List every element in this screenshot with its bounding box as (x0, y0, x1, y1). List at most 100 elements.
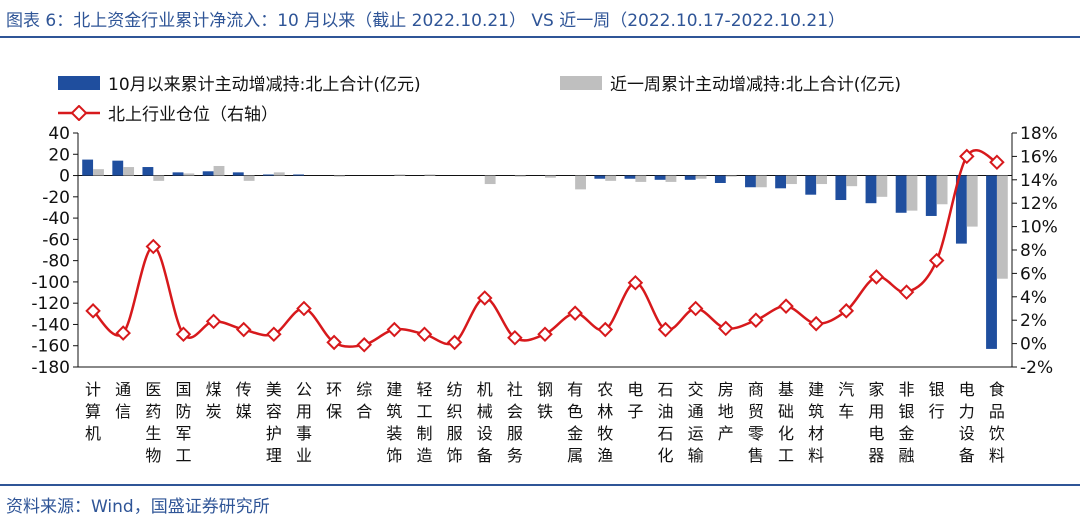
point-s3 (870, 271, 883, 284)
point-s3 (418, 328, 431, 341)
bar-s2 (485, 176, 496, 185)
bar-s2 (153, 176, 164, 181)
y-right-tick-label: 4% (1020, 288, 1047, 308)
bar-s1 (775, 176, 786, 189)
bar-s2 (545, 176, 556, 178)
bar-s1 (896, 176, 907, 213)
bar-s1 (655, 176, 666, 180)
bar-s1 (805, 176, 816, 195)
y-left-tick-label: -180 (31, 358, 70, 378)
bar-s1 (986, 176, 997, 349)
y-left-tick-label: -140 (31, 315, 70, 335)
y-right-tick-label: 2% (1020, 311, 1047, 331)
x-tick-label: 石油石化 (658, 380, 674, 465)
point-s3 (298, 302, 311, 315)
y-right-tick-label: -2% (1020, 358, 1053, 378)
y-right-tick-label: 0% (1020, 335, 1047, 355)
bar-s2 (786, 176, 797, 185)
x-tick-label: 基础化工 (778, 380, 794, 465)
bar-s2 (756, 176, 767, 188)
y-left-tick-label: -160 (31, 337, 70, 357)
x-tick-label: 建筑材料 (808, 380, 824, 465)
bar-s2 (696, 176, 707, 179)
x-tick-label: 医药生物 (145, 380, 161, 465)
x-tick-label: 机械设备 (477, 380, 493, 465)
bar-s2 (937, 176, 948, 205)
y-left-tick-label: 20 (48, 145, 70, 165)
bar-s1 (203, 171, 214, 175)
y-left-tick-label: 0 (59, 167, 70, 187)
point-s3 (991, 156, 1004, 169)
x-tick-label: 轻工制造 (416, 380, 432, 465)
point-s3 (780, 300, 793, 313)
x-tick-label: 环保 (326, 380, 342, 421)
bar-s2 (274, 172, 285, 175)
point-s3 (810, 317, 823, 330)
x-tick-label: 公用事业 (296, 380, 312, 465)
bar-s2 (515, 176, 526, 177)
y-left-tick-label: -20 (42, 188, 70, 208)
point-s3 (930, 254, 943, 267)
x-tick-label: 商贸零售 (748, 380, 764, 465)
bar-s2 (183, 173, 194, 175)
x-tick-label: 钢铁 (537, 380, 553, 421)
bar-s1 (142, 167, 153, 176)
bar-s2 (876, 176, 887, 197)
x-tick-label: 通信 (115, 380, 131, 421)
bar-s2 (123, 167, 134, 176)
x-tick-label: 国防军工 (175, 380, 191, 465)
point-s3 (689, 302, 702, 315)
bar-s2 (635, 176, 646, 182)
bar-s2 (967, 176, 978, 227)
x-tick-label: 汽车 (838, 380, 854, 421)
bar-s1 (293, 174, 304, 175)
bar-s1 (835, 176, 846, 200)
x-tick-label: 食品饮料 (989, 380, 1005, 465)
y-left-tick-label: -40 (42, 209, 70, 229)
line-s3 (93, 150, 997, 346)
bar-s1 (594, 176, 605, 179)
bar-s1 (745, 176, 756, 188)
x-tick-label: 计算机 (85, 380, 101, 443)
source-bar: 资料来源：Wind，国盛证券研究所 (0, 484, 1080, 522)
x-tick-label: 煤炭 (206, 380, 222, 421)
x-tick-label: 电子 (627, 380, 643, 421)
point-s3 (539, 328, 552, 341)
x-tick-label: 有色金属 (567, 380, 583, 465)
bar-s1 (112, 161, 123, 176)
y-right-tick-label: 12% (1020, 194, 1058, 214)
x-tick-label: 综合 (356, 380, 372, 421)
x-tick-label: 社会服务 (507, 380, 523, 465)
bar-s1 (926, 176, 937, 216)
bar-s1 (715, 176, 726, 183)
y-right-tick-label: 6% (1020, 264, 1047, 284)
bar-s2 (214, 166, 225, 176)
y-right-tick-label: 18% (1020, 124, 1058, 144)
y-left-tick-label: -60 (42, 230, 70, 250)
x-tick-label: 纺织服饰 (447, 380, 463, 465)
bar-s1 (263, 174, 274, 175)
bar-s1 (685, 176, 696, 180)
point-s3 (388, 323, 401, 336)
x-tick-label: 非银金融 (899, 380, 915, 465)
bar-s2 (846, 176, 857, 187)
bar-s1 (82, 160, 93, 176)
point-s3 (117, 327, 130, 340)
bar-s2 (244, 176, 255, 181)
y-left-tick-label: -100 (31, 273, 70, 293)
y-left-tick-label: -120 (31, 294, 70, 314)
bar-s2 (334, 176, 345, 177)
y-right-tick-label: 14% (1020, 171, 1058, 191)
point-s3 (478, 292, 491, 305)
y-left-tick-label: -80 (42, 252, 70, 272)
source-note: 资料来源：Wind，国盛证券研究所 (6, 492, 270, 517)
x-tick-label: 农林牧渔 (597, 380, 613, 465)
bar-s2 (816, 176, 827, 185)
x-tick-label: 传媒 (236, 380, 252, 421)
x-tick-label: 电力设备 (959, 380, 975, 465)
bar-s2 (424, 174, 435, 175)
x-tick-label: 家用电器 (868, 380, 884, 465)
y-left-tick-label: 40 (48, 124, 70, 144)
